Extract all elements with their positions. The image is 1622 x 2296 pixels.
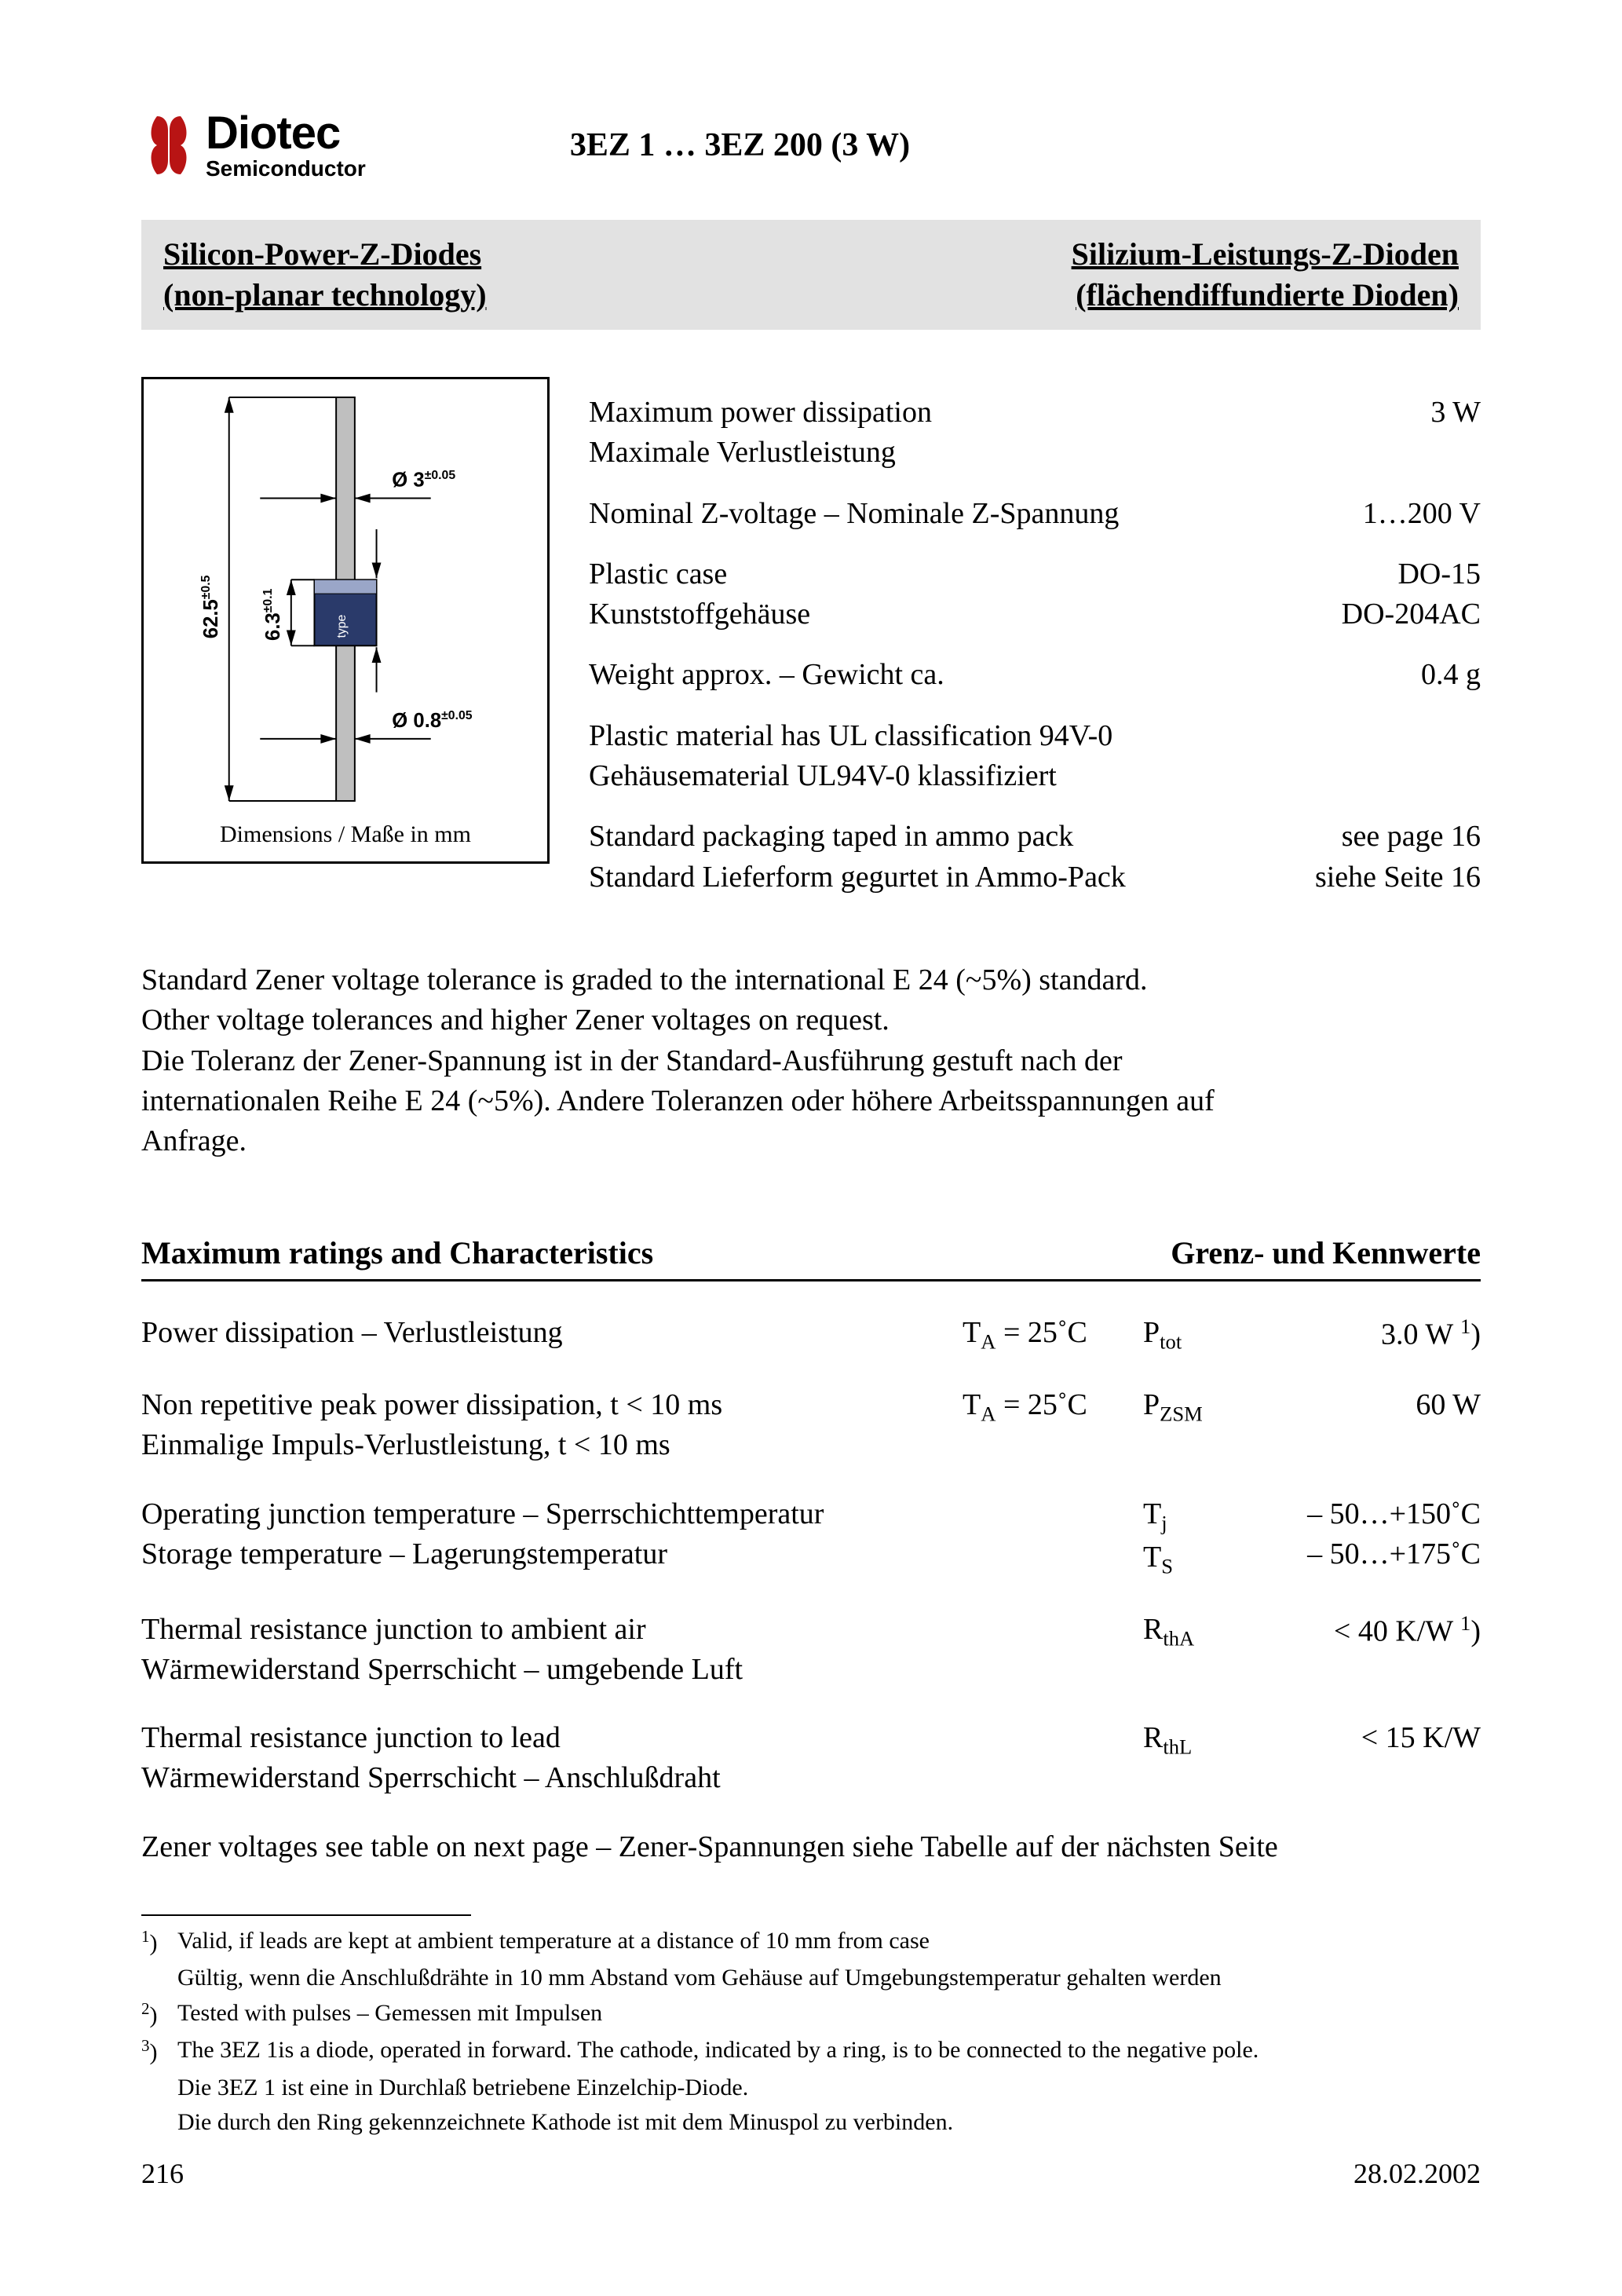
spec-label: Nominal Z-voltage – Nominale Z-Spannung: [589, 494, 1277, 534]
footnotes: 1)Valid, if leads are kept at ambient te…: [141, 1925, 1481, 2139]
ratings-header: Maximum ratings and Characteristics Gren…: [141, 1232, 1481, 1281]
spec-value: 3 W: [1277, 393, 1481, 433]
para-line: Die Toleranz der Zener-Spannung ist in d…: [141, 1041, 1481, 1081]
ratings-header-left: Maximum ratings and Characteristics: [141, 1232, 653, 1274]
rating-symbol: TjTS: [1143, 1494, 1253, 1581]
logo: Diotec Semiconductor: [141, 110, 366, 181]
spec-row: Maximum power dissipation Maximale Verlu…: [589, 393, 1481, 473]
ratings-header-right: Grenz- und Kennwerte: [1171, 1232, 1481, 1274]
spec-label-en: Plastic material has UL classification 9…: [589, 716, 1277, 756]
rating-row: Thermal resistance junction to leadWärme…: [141, 1718, 1481, 1799]
rating-value: 3.0 W 1): [1261, 1313, 1481, 1355]
ratings-table: Power dissipation – VerlustleistungTA = …: [141, 1313, 1481, 1798]
rating-label: Power dissipation – Verlustleistung: [141, 1313, 955, 1353]
rating-row: Power dissipation – VerlustleistungTA = …: [141, 1313, 1481, 1356]
diotec-logo-icon: [141, 110, 196, 181]
svg-text:62.5±0.5: 62.5±0.5: [199, 575, 222, 638]
spec-value-de: siehe Seite 16: [1277, 857, 1481, 898]
title-de-line1: Silizium-Leistungs-Z-Dioden: [1072, 234, 1459, 275]
spec-value-de: DO-204AC: [1277, 594, 1481, 634]
spec-label-en: Maximum power dissipation: [589, 393, 1277, 433]
rating-symbol: RthA: [1143, 1610, 1253, 1653]
note-reference: Zener voltages see table on next page – …: [141, 1827, 1481, 1867]
rating-value: 60 W: [1261, 1385, 1481, 1425]
footnote-de: Gültig, wenn die Anschlußdrähte in 10 mm…: [141, 1962, 1481, 1994]
rating-value: – 50…+150˚C– 50…+175˚C: [1261, 1494, 1481, 1575]
footnote: 3)The 3EZ 1is a diode, operated in forwa…: [141, 2035, 1481, 2069]
svg-text:Ø 0.8±0.05: Ø 0.8±0.05: [392, 709, 472, 732]
rating-row: Non repetitive peak power dissipation, t…: [141, 1385, 1481, 1466]
para-line: Anfrage.: [141, 1121, 1481, 1161]
logo-name: Diotec: [206, 111, 366, 156]
rating-symbol: Ptot: [1143, 1313, 1253, 1356]
spec-label: Weight approx. – Gewicht ca.: [589, 655, 1277, 695]
spec-row: Plastic case Kunststoffgehäuse DO-15 DO-…: [589, 554, 1481, 635]
rating-condition: TA = 25˚C: [963, 1313, 1135, 1356]
tolerance-paragraph: Standard Zener voltage tolerance is grad…: [141, 960, 1481, 1161]
rating-label: Non repetitive peak power dissipation, t…: [141, 1385, 955, 1466]
svg-text:Ø 3±0.05: Ø 3±0.05: [392, 469, 455, 492]
spec-row: Weight approx. – Gewicht ca. 0.4 g: [589, 655, 1481, 695]
title-en-line1: Silicon-Power-Z-Diodes: [163, 234, 487, 275]
dimension-drawing: type 62.5±0.5 6.3±0.1 Ø 3±0.05: [141, 377, 550, 864]
document-title: 3EZ 1 … 3EZ 200 (3 W): [570, 123, 910, 168]
dimension-caption: Dimensions / Maße in mm: [144, 819, 547, 851]
svg-text:type: type: [335, 614, 349, 638]
title-en-line2: (non-planar technology): [163, 275, 487, 316]
spec-label-de: Gehäusematerial UL94V-0 klassifiziert: [589, 756, 1277, 796]
para-line: internationalen Reihe E 24 (~5%). Andere…: [141, 1081, 1481, 1121]
rating-condition: TA = 25˚C: [963, 1385, 1135, 1428]
page-number: 216: [141, 2155, 184, 2193]
footnote: 2)Tested with pulses – Gemessen mit Impu…: [141, 1998, 1481, 2032]
page-header: Diotec Semiconductor 3EZ 1 … 3EZ 200 (3 …: [141, 110, 1481, 181]
page-date: 28.02.2002: [1353, 2155, 1481, 2193]
spec-row: Nominal Z-voltage – Nominale Z-Spannung …: [589, 494, 1481, 534]
spec-list: Maximum power dissipation Maximale Verlu…: [589, 377, 1481, 898]
rating-symbol: RthL: [1143, 1718, 1253, 1761]
para-line: Standard Zener voltage tolerance is grad…: [141, 960, 1481, 1000]
rating-label: Thermal resistance junction to ambient a…: [141, 1610, 955, 1691]
rating-value: < 15 K/W: [1261, 1718, 1481, 1758]
spec-value: 1…200 V: [1277, 494, 1481, 534]
rating-value: < 40 K/W 1): [1261, 1610, 1481, 1652]
spec-label-de: Kunststoffgehäuse: [589, 594, 1277, 634]
rating-label: Operating junction temperature – Sperrsc…: [141, 1494, 955, 1575]
spec-value: 0.4 g: [1277, 655, 1481, 695]
title-de-line2: (flächendiffundierte Dioden): [1072, 275, 1459, 316]
top-section: type 62.5±0.5 6.3±0.1 Ø 3±0.05: [141, 377, 1481, 898]
para-line: Other voltage tolerances and higher Zene…: [141, 1000, 1481, 1040]
rating-label: Thermal resistance junction to leadWärme…: [141, 1718, 955, 1799]
svg-text:6.3±0.1: 6.3±0.1: [261, 588, 284, 641]
rating-symbol: PZSM: [1143, 1385, 1253, 1428]
footnote-de: Die durch den Ring gekennzeichnete Katho…: [141, 2107, 1481, 2139]
spec-label-en: Standard packaging taped in ammo pack: [589, 817, 1277, 857]
footnote: 1)Valid, if leads are kept at ambient te…: [141, 1925, 1481, 1960]
spec-label-de: Standard Lieferform gegurtet in Ammo-Pac…: [589, 857, 1277, 898]
spec-label-de: Maximale Verlustleistung: [589, 433, 1277, 473]
spec-label-en: Plastic case: [589, 554, 1277, 594]
spec-value-en: see page 16: [1277, 817, 1481, 857]
logo-subtitle: Semiconductor: [206, 158, 366, 180]
footnote-de: Die 3EZ 1 ist eine in Durchlaß betrieben…: [141, 2072, 1481, 2104]
spec-value-en: DO-15: [1277, 554, 1481, 594]
page-footer: 216 28.02.2002: [141, 2155, 1481, 2193]
rating-row: Operating junction temperature – Sperrsc…: [141, 1494, 1481, 1581]
rating-row: Thermal resistance junction to ambient a…: [141, 1610, 1481, 1691]
product-title-bar: Silicon-Power-Z-Diodes (non-planar techn…: [141, 220, 1481, 330]
footnotes-rule: [141, 1914, 471, 1925]
spec-row: Standard packaging taped in ammo pack St…: [589, 817, 1481, 898]
spec-row: Plastic material has UL classification 9…: [589, 716, 1481, 797]
